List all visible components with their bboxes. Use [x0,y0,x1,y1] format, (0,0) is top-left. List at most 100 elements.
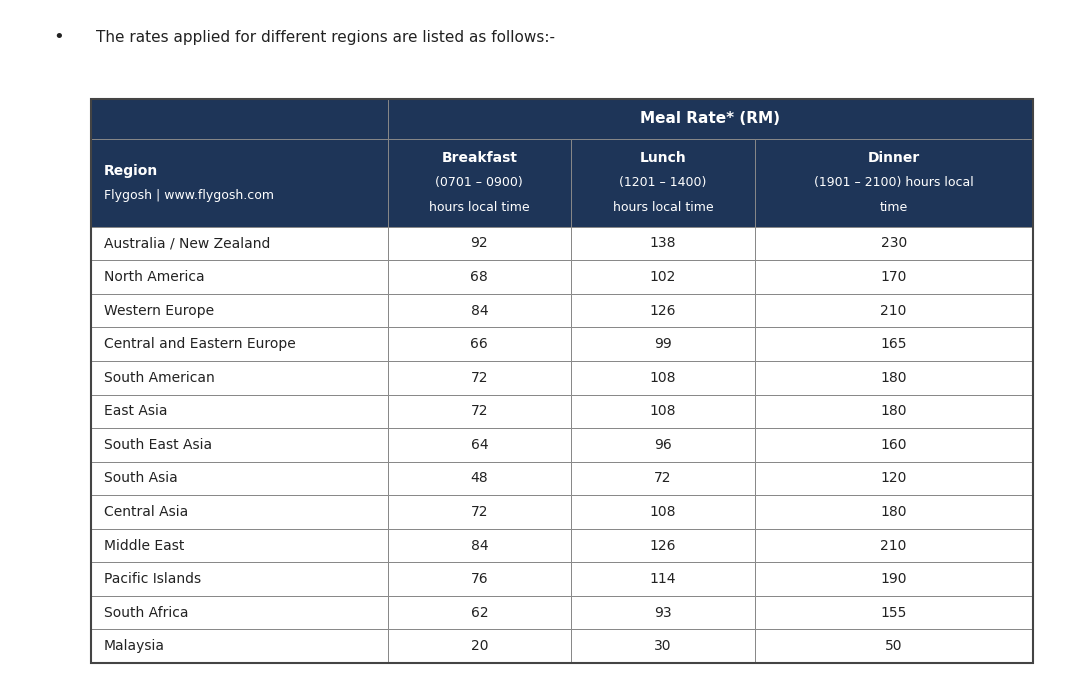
Text: 66: 66 [471,337,488,351]
Text: Malaysia: Malaysia [104,639,165,653]
Bar [571,139,754,226]
Text: (1201 – 1400): (1201 – 1400) [620,177,706,190]
Text: 165: 165 [881,337,907,351]
Text: 76: 76 [471,572,488,586]
Text: (1901 – 2100) hours local: (1901 – 2100) hours local [814,177,974,190]
Text: North America: North America [104,270,204,284]
Bar [571,495,754,529]
Bar [754,529,1033,562]
Text: 138: 138 [649,237,676,250]
Text: 20: 20 [471,639,488,653]
Text: Flygosh | www.flygosh.com: Flygosh | www.flygosh.com [104,189,274,202]
Bar [754,226,1033,260]
Text: Pacific Islands: Pacific Islands [104,572,201,586]
Bar [754,428,1033,462]
Text: Region: Region [104,164,158,177]
Bar [754,294,1033,327]
Text: 108: 108 [649,405,676,418]
Text: 72: 72 [471,405,488,418]
Bar [387,394,571,428]
Bar [387,562,571,596]
Text: 84: 84 [471,303,488,318]
Text: The rates applied for different regions are listed as follows:-: The rates applied for different regions … [96,30,555,45]
Text: 96: 96 [654,438,672,452]
Bar [387,260,571,294]
Bar [571,562,754,596]
Bar [387,630,571,663]
Bar [387,596,571,630]
Text: 48: 48 [471,471,488,486]
Text: 108: 108 [649,505,676,519]
Bar [387,226,571,260]
Bar [91,428,387,462]
Text: 68: 68 [471,270,488,284]
Bar [387,529,571,562]
Bar [754,260,1033,294]
Bar [754,139,1033,226]
Bar [387,361,571,394]
Text: hours local time: hours local time [613,201,714,214]
Bar [91,327,387,361]
Text: 210: 210 [881,539,907,553]
Text: 72: 72 [471,371,488,385]
Bar [571,630,754,663]
Bar [754,495,1033,529]
Bar [754,361,1033,394]
Text: hours local time: hours local time [429,201,530,214]
Text: South American: South American [104,371,215,385]
Bar [387,99,1033,139]
Bar [91,462,387,495]
Bar [387,495,571,529]
Bar [571,462,754,495]
Bar [571,226,754,260]
Bar [571,529,754,562]
Text: 155: 155 [881,606,907,619]
Bar [571,428,754,462]
Text: 30: 30 [654,639,672,653]
Bar [91,226,387,260]
Bar [754,462,1033,495]
Bar [571,394,754,428]
Text: 114: 114 [649,572,676,586]
Bar [91,495,387,529]
Bar [91,294,387,327]
Text: 102: 102 [649,270,676,284]
Bar [91,630,387,663]
Text: 92: 92 [471,237,488,250]
Text: •: • [54,29,64,46]
Text: Breakfast: Breakfast [441,152,518,165]
Text: 126: 126 [649,539,676,553]
Text: 210: 210 [881,303,907,318]
Text: 62: 62 [471,606,488,619]
Text: Central Asia: Central Asia [104,505,188,519]
Text: Middle East: Middle East [104,539,184,553]
Text: South Africa: South Africa [104,606,188,619]
Bar [91,99,387,139]
Text: 180: 180 [881,405,907,418]
Bar [754,630,1033,663]
Bar [754,327,1033,361]
Text: 170: 170 [881,270,907,284]
Bar [571,294,754,327]
Text: 190: 190 [881,572,907,586]
Text: 93: 93 [654,606,672,619]
Text: Lunch: Lunch [640,152,686,165]
Bar [571,361,754,394]
Text: East Asia: East Asia [104,405,167,418]
Text: (0701 – 0900): (0701 – 0900) [435,177,523,190]
Bar [571,327,754,361]
Bar [571,596,754,630]
Bar [571,260,754,294]
Text: 126: 126 [649,303,676,318]
Bar [387,462,571,495]
Text: Western Europe: Western Europe [104,303,214,318]
Bar [91,596,387,630]
Bar [91,99,1033,663]
Bar [754,562,1033,596]
Text: 180: 180 [881,371,907,385]
Bar [387,294,571,327]
Text: 84: 84 [471,539,488,553]
Text: 72: 72 [654,471,672,486]
Bar [754,596,1033,630]
Bar [387,139,571,226]
